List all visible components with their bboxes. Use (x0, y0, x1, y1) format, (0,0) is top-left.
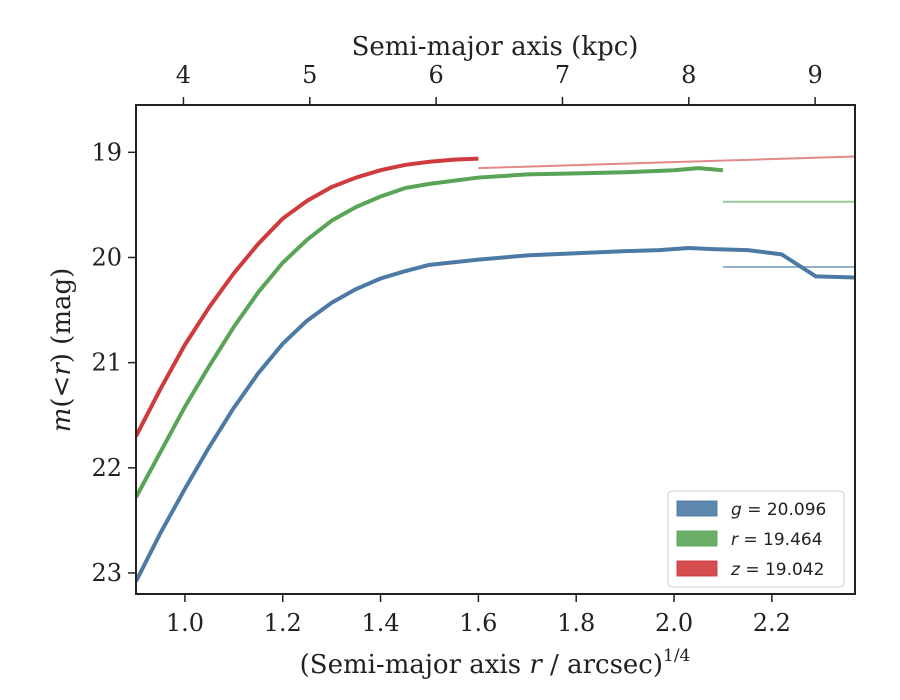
legend-label-g: g = 20.096 (731, 500, 826, 520)
x-tick-label: 1.0 (166, 609, 204, 637)
bottom-axis-title-prefix: (Semi-major axis (300, 650, 530, 680)
series-g-line (136, 246, 855, 583)
legend-label-value: = 20.096 (742, 500, 827, 520)
bottom-axis-title-var: r (529, 650, 543, 680)
plot-frame (135, 104, 856, 595)
legend-label-var: g (731, 500, 742, 520)
y-tick-label: 23 (91, 559, 122, 587)
top-tick-label: 8 (681, 61, 696, 89)
y-tick-label: 19 (91, 138, 122, 166)
legend-label-var: z (730, 560, 741, 580)
top-axis-title: Semi-major axis (kpc) (352, 32, 639, 62)
axes: 1.0 1.2 1.4 1.6 1.8 2.0 2.2 19 20 21 22 23 4 5 6 7 8 9 (91, 61, 822, 637)
x-tick-label: 2.0 (655, 609, 693, 637)
series-z-model-line (478, 155, 855, 170)
series-z-line (136, 156, 479, 438)
top-tick-label: 4 (176, 61, 191, 89)
series-r-line (136, 166, 724, 499)
x-tick-label: 1.8 (557, 609, 595, 637)
x-tick-label: 2.2 (753, 609, 791, 637)
bottom-axis-title: (Semi-major axis r / arcsec)1/4 (300, 646, 691, 680)
series-group (136, 155, 855, 583)
bottom-axis-title-sup: 1/4 (663, 646, 690, 666)
legend-swatch-r (676, 530, 718, 547)
top-tick-label: 5 (302, 61, 317, 89)
top-tick-label: 7 (555, 61, 570, 89)
top-tick-label: 9 (807, 61, 822, 89)
legend-label-z: z = 19.042 (730, 560, 824, 580)
legend-label-value: = 19.042 (740, 560, 825, 580)
legend-label-value: = 19.464 (738, 530, 823, 550)
x-tick-label: 1.6 (459, 609, 497, 637)
legend-label-var: r (731, 530, 739, 550)
x-tick-label: 1.4 (361, 609, 399, 637)
y-axis-title-var2: r (47, 362, 77, 376)
top-tick-label: 6 (428, 61, 443, 89)
y-tick-label: 22 (91, 454, 122, 482)
y-tick-label: 20 (91, 243, 122, 271)
bottom-axis-title-mid: / arcsec) (542, 650, 663, 680)
plot-area (136, 155, 855, 583)
x-tick-label: 1.2 (264, 609, 302, 637)
y-axis-title: m(<r) (mag) (47, 268, 77, 433)
legend-swatch-z (676, 560, 718, 577)
y-axis-title-suffix: ) (mag) (47, 268, 77, 364)
y-axis-title-var: m (47, 408, 77, 433)
y-tick-label: 21 (91, 349, 122, 377)
y-axis-title-mid: (< (47, 376, 77, 408)
legend-label-r: r = 19.464 (731, 530, 823, 550)
legend-swatch-g (676, 500, 718, 517)
